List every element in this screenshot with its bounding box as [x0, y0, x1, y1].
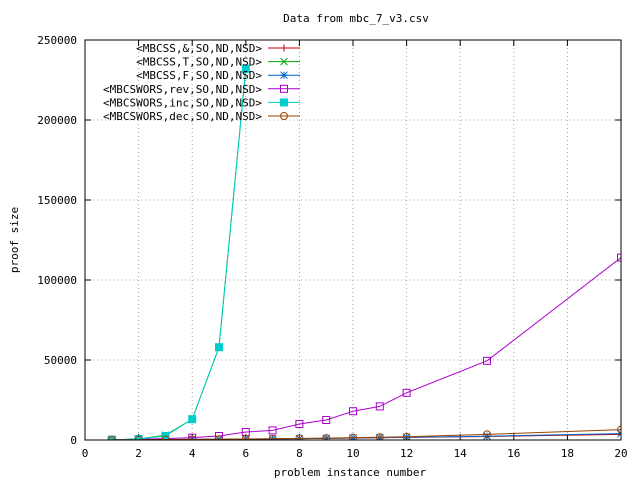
data-point: [280, 44, 288, 52]
series-line: [111, 68, 247, 440]
y-axis-label: proof size: [8, 207, 21, 273]
data-point: [617, 425, 621, 434]
x-axis-label: problem instance number: [274, 466, 427, 479]
y-tick-label: 0: [70, 434, 77, 447]
data-point: [375, 433, 384, 440]
data-point: [215, 343, 223, 352]
tick-labels: 0 2 4 6 8 10 12 14 16 18 20 0 50000 100000 150000 20000…: [37, 34, 627, 460]
legend-label: <MBCSS,T,SO,ND,NSD>: [136, 56, 262, 69]
data-point: [617, 429, 621, 438]
x-tick-label: 4: [189, 447, 196, 460]
x-tick-label: 6: [242, 447, 249, 460]
legend-label: <MBCSWORS,dec,SO,ND,NSD>: [103, 110, 262, 123]
series-line: [111, 68, 247, 440]
legend-label: <MBCSWORS,inc,SO,ND,NSD>: [103, 96, 262, 109]
x-tick-label: 12: [400, 447, 413, 460]
legend-label: <MBCSS,F,SO,ND,NSD>: [136, 69, 262, 82]
x-tick-label: 14: [454, 447, 468, 460]
y-tick-label: 200000: [37, 114, 77, 127]
data-point: [375, 402, 384, 411]
x-tick-label: 2: [135, 447, 142, 460]
data-point: [280, 71, 288, 80]
data-point: [280, 98, 288, 107]
plot-frame: [84, 39, 622, 441]
x-tick-label: 20: [614, 447, 627, 460]
data-point: [349, 407, 357, 416]
x-tick-label: 18: [561, 447, 574, 460]
data-point: [322, 434, 331, 440]
series-line: [111, 429, 621, 440]
data-point: [188, 435, 197, 440]
x-tick-label: 16: [507, 447, 520, 460]
data-point: [241, 64, 250, 73]
data-point: [349, 433, 357, 440]
grid: [85, 40, 621, 440]
series-line: [111, 257, 621, 440]
y-tick-label: 150000: [37, 194, 77, 207]
series: [107, 253, 621, 440]
data-point: [402, 388, 411, 397]
x-tick-label: 0: [82, 447, 89, 460]
data-point: [402, 432, 411, 440]
data-point: [280, 112, 288, 120]
data-point: [268, 426, 277, 435]
data-point: [188, 415, 197, 424]
data-point: [280, 57, 288, 66]
data-point: [617, 430, 621, 438]
chart-title: Data from mbc_7_v3.csv: [283, 12, 429, 25]
legend-label: <MBCSWORS,rev,SO,ND,NSD>: [103, 83, 262, 96]
y-tick-label: 50000: [44, 354, 77, 367]
data-point: [483, 430, 491, 439]
data-point: [268, 434, 277, 440]
data-point: [215, 435, 223, 440]
y-tick-label: 250000: [37, 34, 77, 47]
x-tick-label: 8: [296, 447, 303, 460]
data-point: [322, 416, 331, 424]
data-point: [295, 420, 304, 428]
data-point: [241, 435, 250, 440]
legend: <MBCSS,&,SO,ND,NSD><MBCSS,T,SO,ND,NSD><M…: [103, 42, 300, 123]
data-point: [483, 356, 491, 365]
data-point: [280, 84, 288, 93]
y-tick-label: 100000: [37, 274, 77, 287]
plot-area: [107, 64, 621, 440]
data-point: [617, 253, 621, 262]
x-tick-label: 10: [346, 447, 359, 460]
legend-label: <MBCSS,&,SO,ND,NSD>: [136, 42, 262, 55]
data-point: [295, 434, 304, 440]
